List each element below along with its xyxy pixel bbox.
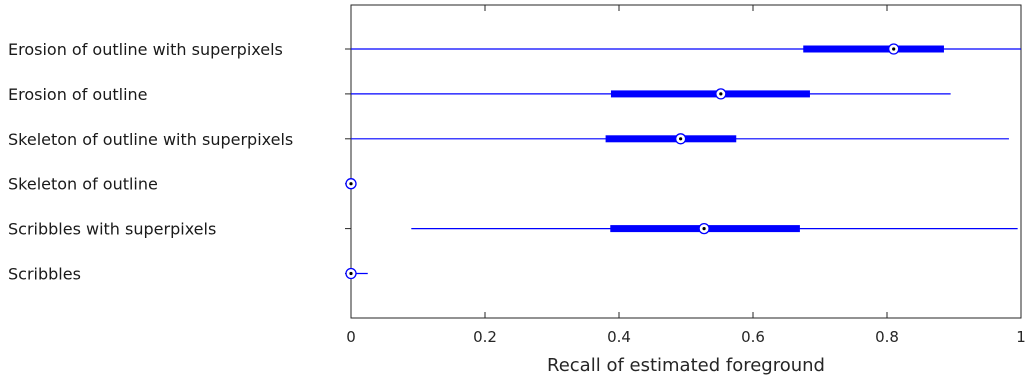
median-dot <box>892 47 896 51</box>
median-dot <box>349 271 353 276</box>
median-dot <box>349 182 353 186</box>
box-group <box>351 43 1021 55</box>
x-tick-label: 0.4 <box>607 328 631 346</box>
plot-area <box>350 4 1022 319</box>
median-dot <box>719 92 723 96</box>
interquartile-box <box>803 45 944 53</box>
median-dot <box>679 137 683 141</box>
x-tick-label: 1 <box>1016 328 1026 346</box>
interquartile-box <box>605 135 737 143</box>
x-axis-title: Recall of estimated foreground <box>547 355 825 376</box>
category-label: Scribbles with superpixels <box>8 220 216 239</box>
category-label: Erosion of outline <box>8 85 148 104</box>
category-label: Skeleton of outline <box>8 175 158 194</box>
box-group <box>345 267 368 280</box>
category-label: Scribbles <box>8 265 81 284</box>
category-label: Erosion of outline with superpixels <box>8 40 283 59</box>
box-group <box>351 133 1009 145</box>
x-tick-label: 0.6 <box>741 328 765 346</box>
x-tick-label: 0.8 <box>875 328 899 346</box>
box-group <box>345 178 357 190</box>
category-label: Skeleton of outline with superpixels <box>8 130 293 149</box>
box-group <box>351 88 951 100</box>
box-group <box>411 222 1018 235</box>
x-tick-label: 0 <box>346 328 356 346</box>
x-tick-label: 0.2 <box>473 328 497 346</box>
median-dot <box>702 227 706 231</box>
interquartile-box <box>610 90 810 98</box>
